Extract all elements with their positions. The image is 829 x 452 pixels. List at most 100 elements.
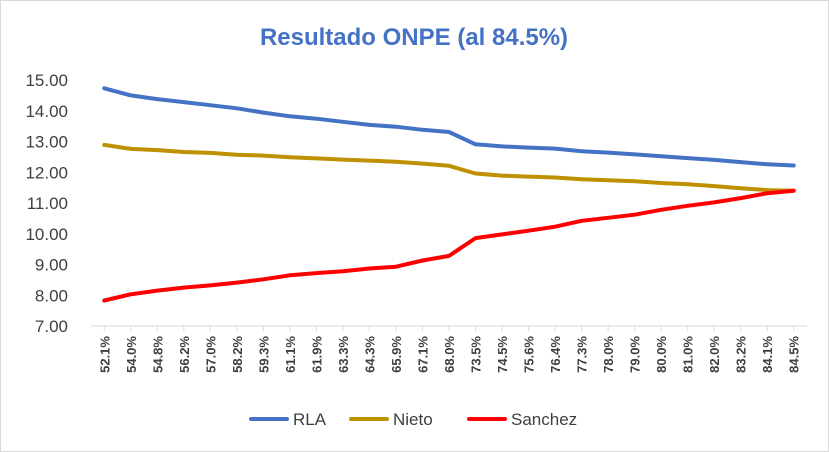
data-point [235, 106, 239, 110]
data-point [659, 208, 663, 212]
data-point [659, 181, 663, 185]
data-point [314, 156, 318, 160]
data-point [129, 93, 133, 97]
data-point [129, 292, 133, 296]
x-tick-label: 54.8% [150, 336, 165, 373]
x-tick-label: 54.0% [124, 336, 139, 373]
data-point [553, 176, 557, 179]
data-point [155, 97, 159, 101]
x-tick-label: 61.9% [309, 336, 324, 373]
data-point [553, 147, 557, 151]
data-point [261, 277, 265, 281]
data-point [739, 186, 743, 190]
data-point [102, 299, 106, 302]
x-tick-label: 52.1% [97, 336, 112, 373]
data-point [580, 219, 584, 223]
data-point [261, 154, 265, 158]
legend-label-rla: RLA [293, 410, 327, 429]
data-point [235, 281, 239, 285]
y-tick-label: 15.00 [25, 71, 68, 90]
y-tick-label: 14.00 [25, 102, 68, 121]
data-point [792, 164, 796, 167]
series-line-nieto [102, 142, 796, 193]
data-point [182, 150, 186, 154]
data-point [739, 160, 743, 164]
x-tick-label: 84.1% [760, 336, 775, 373]
data-point [500, 232, 504, 236]
x-tick-label: 57.0% [203, 336, 218, 373]
data-point [182, 286, 186, 290]
data-point [421, 162, 424, 166]
data-point [580, 177, 584, 181]
x-tick-label: 76.4% [548, 336, 563, 373]
data-point [421, 128, 424, 132]
x-tick-label: 74.5% [495, 336, 510, 373]
x-tick-label: 83.2% [734, 336, 749, 373]
x-tick-label: 75.6% [522, 336, 537, 373]
data-point [314, 271, 318, 275]
x-tick-label: 84.5% [787, 336, 802, 373]
data-point [102, 86, 106, 90]
data-point [686, 204, 690, 208]
data-point [182, 100, 186, 104]
data-point [341, 158, 345, 162]
x-tick-label: 80.0% [654, 336, 669, 373]
data-point [394, 160, 398, 164]
data-point [129, 147, 133, 151]
x-tick-label: 68.0% [442, 336, 457, 373]
data-point [659, 154, 663, 158]
data-point [606, 151, 610, 155]
x-tick-label: 58.2% [230, 336, 245, 373]
data-point [765, 191, 769, 195]
data-point [208, 103, 212, 107]
data-point [712, 184, 716, 188]
data-point [712, 200, 716, 204]
legend: RLA Nieto Sanchez [249, 410, 577, 429]
data-point [474, 172, 477, 175]
data-point [288, 273, 292, 277]
data-point [686, 156, 690, 160]
data-point [765, 188, 769, 192]
data-point [341, 269, 345, 273]
x-tick-label: 77.3% [575, 336, 590, 373]
series-line-sanchez [102, 188, 796, 303]
data-point [261, 111, 265, 115]
data-point [394, 125, 398, 129]
data-point [288, 114, 292, 118]
data-point [633, 152, 637, 156]
data-point [739, 196, 743, 200]
legend-label-sanchez: Sanchez [511, 410, 577, 429]
x-tick-label: 65.9% [389, 336, 404, 373]
data-point [527, 146, 531, 150]
y-tick-label: 9.00 [35, 256, 68, 275]
y-tick-label: 8.00 [35, 286, 68, 305]
data-point [367, 123, 371, 127]
y-tick-label: 10.00 [25, 225, 68, 244]
data-point [712, 158, 716, 162]
x-tick-label: 79.0% [628, 336, 643, 373]
x-tick-label: 81.0% [681, 336, 696, 373]
data-point [500, 174, 504, 178]
series-lines [102, 86, 796, 303]
data-point [208, 151, 212, 155]
data-point [606, 178, 610, 182]
data-point [765, 162, 769, 166]
data-point [208, 283, 212, 287]
data-point [447, 254, 451, 258]
data-point [527, 175, 531, 179]
axes: 7.00 8.00 9.00 10.00 11.00 12.00 13.00 14.00 15.… [25, 71, 807, 373]
data-point [447, 164, 451, 168]
data-point [288, 155, 292, 159]
data-point [474, 236, 477, 240]
data-point [235, 153, 239, 157]
data-point [421, 259, 424, 262]
data-point [155, 289, 159, 293]
data-point [792, 189, 796, 193]
x-tick-label: 61.1% [283, 336, 298, 373]
y-tick-label: 7.00 [35, 317, 68, 336]
y-tick-label: 13.00 [25, 133, 68, 152]
data-point [553, 225, 557, 229]
data-point [155, 148, 159, 152]
